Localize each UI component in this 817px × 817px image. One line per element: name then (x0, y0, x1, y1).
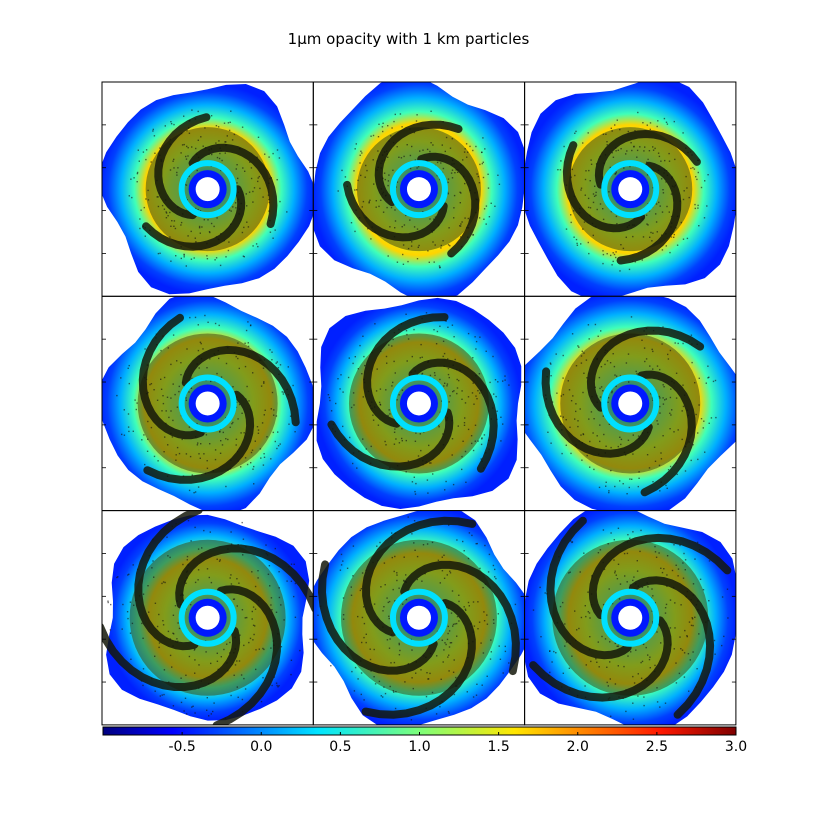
spiral-arm (154, 113, 211, 220)
spiral-arm (562, 141, 646, 233)
inner-ring (389, 374, 448, 433)
spiral-arm (142, 185, 246, 251)
central-hole (195, 605, 220, 630)
colorbar-tick-label: 1.0 (408, 739, 430, 755)
colorbar-tick-label: 2.0 (567, 739, 589, 755)
colorbar-tick-label: 0.5 (329, 739, 351, 755)
spiral-arm (362, 516, 477, 637)
spiral-arm (363, 313, 449, 428)
spiral-arm (417, 152, 480, 258)
inner-ring (601, 374, 660, 433)
spiral-arm (188, 143, 278, 228)
inner-ring (601, 160, 660, 219)
central-hole (406, 177, 431, 202)
spiral-arm (374, 120, 463, 207)
spiral-arm (175, 544, 314, 613)
spiral-arm (637, 370, 696, 497)
central-hole (618, 391, 643, 416)
panel-r1c2 (312, 81, 526, 297)
spiral-arm (181, 345, 300, 427)
panel-r2c1 (101, 295, 314, 512)
panel-frame (524, 510, 737, 726)
inner-ring (389, 588, 448, 647)
spiral-arm (541, 367, 653, 458)
panel-r3c1 (101, 510, 314, 726)
spiral-arm (317, 560, 438, 675)
spiral-arm (588, 533, 732, 620)
inner-ring (601, 588, 660, 647)
chart-title: 1μm opacity with 1 km particles (287, 30, 530, 48)
spiral-arm (102, 623, 241, 691)
spiral-arm (616, 161, 682, 265)
central-hole (618, 605, 643, 630)
spiral-arm (628, 576, 715, 719)
inner-ring (389, 160, 448, 219)
spiral-arm (212, 585, 281, 725)
spiral-arm (400, 560, 520, 676)
spiral-arm (143, 390, 255, 484)
colorbar-tick-label: 3.0 (725, 739, 747, 755)
inner-ring (178, 374, 237, 433)
central-hole (406, 391, 431, 416)
panel-r3c3 (524, 510, 737, 726)
spiral-arm (586, 326, 705, 412)
central-hole (406, 605, 431, 630)
spiral-arm (594, 129, 701, 189)
spiral-arm (343, 180, 448, 242)
spiral-arm (546, 516, 632, 660)
colorbar-tick-label: 0.0 (250, 739, 272, 755)
panel-r3c2 (312, 510, 526, 726)
central-hole (618, 177, 643, 202)
inner-ring (178, 588, 237, 647)
spiral-arm (529, 616, 672, 702)
colorbar-tick-label: 1.5 (487, 739, 509, 755)
spiral-arm (134, 510, 203, 651)
central-hole (195, 391, 220, 416)
spiral-arm (408, 358, 498, 473)
panel-r2c2 (312, 295, 526, 512)
colorbar-tick-label: -0.5 (168, 739, 195, 755)
panel-r1c1 (101, 81, 314, 297)
central-hole (195, 177, 220, 202)
spiral-arm (327, 408, 454, 471)
inner-ring (178, 160, 237, 219)
spiral-arm (361, 599, 476, 719)
panel-r2c3 (524, 295, 737, 512)
colorbar-tick-label: 2.5 (646, 739, 668, 755)
panel-r1c3 (524, 81, 737, 297)
spiral-arm (138, 313, 205, 440)
